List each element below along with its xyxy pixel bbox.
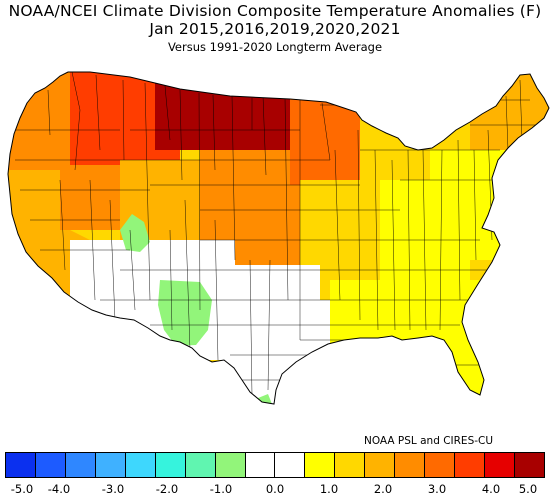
legend-swatch	[245, 453, 276, 477]
credit-label: NOAA PSL and CIRES-CU	[364, 435, 494, 447]
region-northern-rockies	[70, 72, 180, 165]
legend-swatch	[6, 453, 36, 477]
region-upper-midwest	[290, 72, 360, 185]
us-climate-division-map	[7, 71, 550, 405]
map-subtitle: Versus 1991-2020 Longterm Average	[167, 40, 383, 54]
region-utah-pocket	[120, 214, 150, 252]
legend-tick-label: -5.0	[10, 482, 34, 496]
legend-swatch	[395, 453, 426, 477]
legend-tick-label: 2.0	[373, 482, 393, 496]
legend-tick-label: 5.0	[518, 482, 538, 496]
legend-tick-label: -1.0	[209, 482, 233, 496]
legend-swatch	[155, 453, 186, 477]
legend-swatch	[35, 453, 66, 477]
region-mid-atlantic	[430, 150, 510, 260]
legend-swatch	[455, 453, 485, 477]
color-legend	[5, 452, 545, 478]
legend-swatch	[95, 453, 126, 477]
legend-swatch	[425, 453, 456, 477]
legend-tick-label: -4.0	[47, 482, 71, 496]
region-southeast	[330, 280, 500, 345]
region-south-texas-pocket	[258, 394, 272, 404]
legend-swatch	[514, 453, 544, 477]
legend-tick-label: -2.0	[155, 482, 179, 496]
legend-tick-label: 3.0	[427, 482, 447, 496]
region-southern-plains	[225, 265, 320, 404]
legend-swatch	[275, 453, 306, 477]
legend-swatch	[365, 453, 396, 477]
legend-swatch	[65, 453, 96, 477]
legend-swatch	[125, 453, 156, 477]
legend-tick-label: 1.0	[319, 482, 339, 496]
legend-tick-label: 0.0	[265, 482, 285, 496]
legend-swatch	[185, 453, 216, 477]
legend-tick-label: 4.0	[481, 482, 501, 496]
legend-swatch	[215, 453, 246, 477]
region-midwest	[300, 180, 380, 290]
map-period: Jan 2015,2016,2019,2020,2021	[149, 20, 401, 38]
legend-swatch	[305, 453, 336, 477]
legend-swatch	[335, 453, 366, 477]
climate-division-boundaries	[12, 72, 540, 396]
legend-tick-label: -3.0	[101, 482, 125, 496]
region-northern-plains	[155, 72, 300, 150]
legend-ticks: -5.0 -4.0 -3.0 -2.0 -1.0 0.0 1.0 2.0 3.0 4.0 5.0	[0, 482, 550, 496]
map-title: NOAA/NCEI Climate Division Composite Tem…	[8, 2, 542, 20]
legend-swatch	[485, 453, 515, 477]
